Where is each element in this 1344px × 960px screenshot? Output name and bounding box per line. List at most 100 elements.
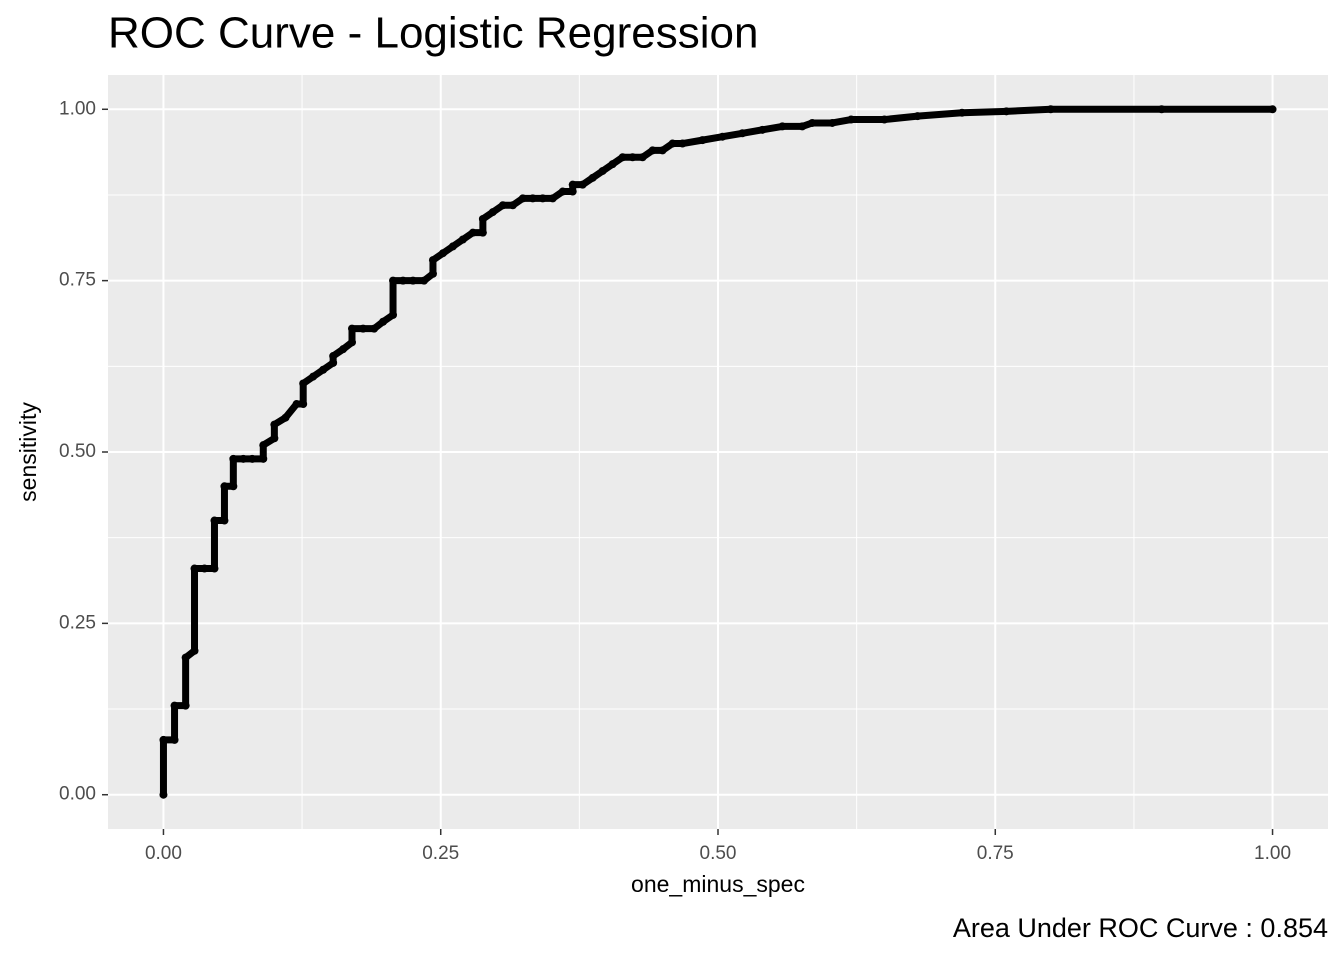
roc-point [210,516,219,525]
y-tick-label: 0.25 [59,612,96,633]
roc-point [389,276,398,285]
roc-point [1157,105,1166,114]
roc-point [778,122,787,131]
roc-point [448,242,457,251]
roc-point [409,276,417,285]
roc-point [568,180,577,189]
roc-point [808,118,817,127]
chart-title: ROC Curve - Logistic Regression [108,9,758,58]
roc-point [578,180,587,189]
roc-point [370,324,379,333]
roc-point [638,153,647,162]
roc-point [738,129,747,138]
roc-point [259,454,268,463]
roc-point [718,132,727,141]
roc-point [847,115,856,124]
roc-point [348,338,356,347]
roc-point [568,187,577,196]
roc-point [181,653,190,662]
roc-point [270,420,279,429]
roc-point [428,269,437,278]
x-tick-label: 0.25 [422,843,459,864]
roc-point [488,208,497,217]
caption: Area Under ROC Curve : 0.854 [953,913,1328,943]
roc-point [558,187,567,196]
roc-point [329,358,338,367]
roc-point [270,434,279,443]
roc-point [798,122,807,131]
roc-point [181,701,190,710]
roc-point [292,400,301,409]
roc-point [190,646,199,655]
roc-point [498,201,507,210]
roc-point [329,352,338,361]
roc-point [259,441,268,450]
roc-point [220,482,229,491]
roc-point [468,228,477,237]
roc-point [299,379,308,388]
roc-point [678,139,687,148]
roc-point [248,454,257,463]
roc-point [508,201,517,210]
roc-point [1268,105,1277,114]
roc-point [913,112,922,121]
x-axis-title: one_minus_spec [631,871,805,897]
roc-point [1002,107,1011,116]
roc-point [299,400,308,409]
roc-point [359,324,368,333]
roc-point [618,153,627,162]
roc-point [438,249,447,258]
roc-point [478,228,487,237]
y-tick-label: 1.00 [59,98,96,119]
roc-point [170,701,179,710]
y-axis-title: sensitivity [15,402,41,502]
roc-point [229,482,238,491]
roc-point [698,136,707,145]
roc-point [339,345,348,354]
roc-point [229,454,238,463]
roc-point [588,173,597,182]
y-tick-label: 0.00 [59,784,96,805]
roc-point [159,790,168,799]
x-tick-label: 0.00 [145,843,182,864]
roc-point [170,735,179,744]
roc-point [958,108,966,117]
roc-point [399,276,408,285]
roc-point [379,317,388,326]
y-tick-label: 0.75 [59,270,96,291]
roc-point [159,735,168,744]
x-tick-label: 0.75 [977,843,1014,864]
x-tick-label: 1.00 [1254,843,1291,864]
x-tick-label: 0.50 [700,843,737,864]
roc-point [428,256,437,265]
roc-point [758,125,767,134]
roc-point [281,413,290,422]
roc-point [458,235,467,244]
roc-point [880,115,889,124]
roc-point [348,324,356,333]
roc-point [608,160,617,169]
roc-point [220,516,229,525]
roc-point [309,372,318,381]
y-tick-label: 0.50 [59,441,96,462]
roc-point [420,276,429,285]
roc-point [598,166,607,175]
roc-point [389,310,398,319]
roc-point [239,454,248,463]
roc-point [548,194,557,203]
roc-point [538,194,547,203]
roc-point [828,118,837,127]
roc-point [668,139,677,148]
roc-point [190,564,199,573]
roc-point [210,564,219,573]
roc-point [319,365,328,374]
roc-point [648,146,657,155]
roc-point [478,214,487,223]
roc-point [1046,105,1055,114]
roc-point [518,194,527,203]
roc-point [200,564,209,573]
roc-point [628,153,637,162]
roc-point [528,194,537,203]
